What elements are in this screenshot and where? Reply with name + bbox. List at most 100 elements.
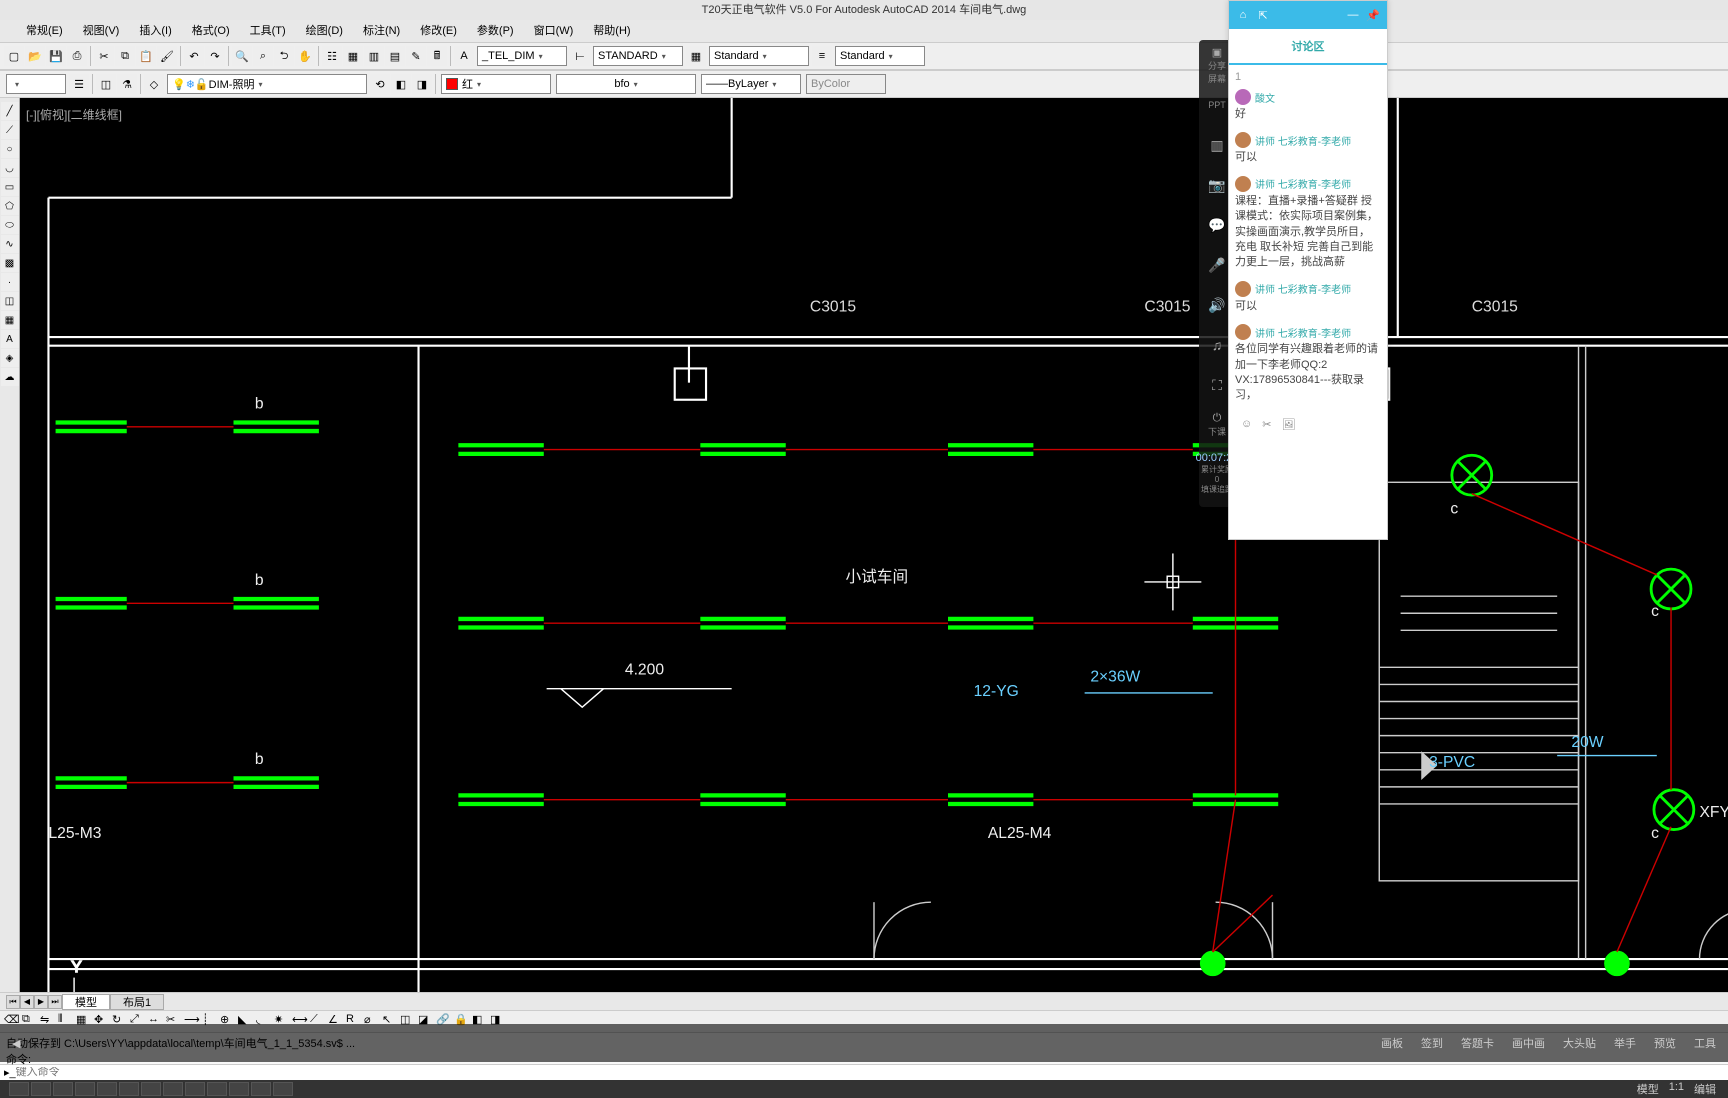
vb-pip[interactable]: 画中画 (1512, 1035, 1545, 1051)
block-icon[interactable]: ◫ (1, 292, 19, 310)
menu-file[interactable]: 常规(E) (16, 20, 73, 42)
menu-dim[interactable]: 标注(N) (353, 20, 410, 42)
lineweight-dropdown[interactable]: —— ByLayer▾ (701, 74, 801, 94)
rect-icon[interactable]: ▭ (1, 178, 19, 196)
qp-toggle[interactable] (229, 1082, 249, 1096)
layer-manager-icon[interactable]: ◫ (96, 74, 116, 94)
design-center-icon[interactable]: ▦ (343, 46, 363, 66)
workspace-dropdown[interactable]: ▾ (6, 74, 66, 94)
menu-window[interactable]: 窗口(W) (524, 20, 584, 42)
am-toggle[interactable] (273, 1082, 293, 1096)
line-icon[interactable]: ╱ (1, 102, 19, 120)
menu-help[interactable]: 帮助(H) (583, 20, 640, 42)
camera-button[interactable]: 📷 (1204, 172, 1230, 198)
text-style-dropdown[interactable]: _TEL_DIM▾ (477, 46, 567, 66)
fullscreen-icon[interactable]: ⛶ (1204, 372, 1230, 398)
end-class-button[interactable]: ⏻下课 (1204, 412, 1230, 438)
undo-icon[interactable]: ↶ (184, 46, 204, 66)
tool-palette-icon[interactable]: ▥ (364, 46, 384, 66)
zoom-realtime-icon[interactable]: 🔍 (232, 46, 252, 66)
prop-icon[interactable]: ☷ (322, 46, 342, 66)
command-input[interactable] (16, 1067, 1724, 1079)
dimstyle-icon[interactable]: ⊢ (570, 46, 590, 66)
layer-prev-icon[interactable]: ⟲ (370, 74, 390, 94)
sheet-icon[interactable]: ▤ (385, 46, 405, 66)
menu-draw[interactable]: 绘图(D) (296, 20, 353, 42)
arc-icon[interactable]: ◡ (1, 159, 19, 177)
sc-toggle[interactable] (251, 1082, 271, 1096)
chat-pin-icon[interactable]: 📌 (1365, 7, 1381, 23)
layer-state-icon[interactable]: ◇ (144, 74, 164, 94)
pline-icon[interactable]: ⟋ (1, 121, 19, 139)
osnap-toggle[interactable] (97, 1082, 117, 1096)
dim-style-dropdown[interactable]: STANDARD▾ (593, 46, 683, 66)
layer-filter-icon[interactable]: ⚗ (117, 74, 137, 94)
tab-last-icon[interactable]: ⏭ (48, 995, 62, 1009)
layer-match-icon[interactable]: ◨ (412, 74, 432, 94)
cut-icon[interactable]: ✂ (94, 46, 114, 66)
tab-next-icon[interactable]: ▶ (34, 995, 48, 1009)
circle-icon[interactable]: ○ (1, 140, 19, 158)
menu-param[interactable]: 参数(P) (467, 20, 524, 42)
layer-dropdown[interactable]: 💡❄🔓 DIM-照明▾ (167, 74, 367, 94)
mic-icon[interactable]: 🎤 (1204, 252, 1230, 278)
point-icon[interactable]: · (1, 273, 19, 291)
table-style-dropdown[interactable]: Standard▾ (709, 46, 809, 66)
speaker-icon[interactable]: 🔊 (1204, 292, 1230, 318)
ml-style-dropdown[interactable]: Standard▾ (835, 46, 925, 66)
textstyle-icon[interactable]: A (454, 46, 474, 66)
revcloud-icon[interactable]: ☁ (1, 368, 19, 386)
vb-tools[interactable]: 工具 (1694, 1035, 1716, 1051)
chat-body[interactable]: 1 酸文 好 讲师 七彩教育-李老师 可以 讲师 七彩教育-李老师 课程：直播+… (1229, 65, 1387, 539)
status-model[interactable]: 模型 (1633, 1081, 1663, 1097)
status-edit[interactable]: 编辑 (1690, 1081, 1720, 1097)
spline-icon[interactable]: ∿ (1, 235, 19, 253)
chat-image-icon[interactable]: 🖼 (1281, 418, 1295, 431)
polygon-icon[interactable]: ⬠ (1, 197, 19, 215)
print-icon[interactable]: ⎙ (67, 46, 87, 66)
chat-emoji-icon[interactable]: ☺ (1241, 418, 1252, 431)
lwt-toggle[interactable] (185, 1082, 205, 1096)
vb-board[interactable]: 画板 (1381, 1035, 1403, 1051)
redo-icon[interactable]: ↷ (205, 46, 225, 66)
polar-toggle[interactable] (75, 1082, 95, 1096)
tab-model[interactable]: 模型 (62, 994, 110, 1010)
ppt-button[interactable]: PPT (1204, 92, 1230, 118)
menu-view[interactable]: 视图(V) (73, 20, 130, 42)
chat-titlebar[interactable]: ⌂ ⇱ — 📌 (1229, 1, 1387, 29)
save-icon[interactable]: 💾 (46, 46, 66, 66)
ducs-toggle[interactable] (141, 1082, 161, 1096)
snap-toggle[interactable] (9, 1082, 29, 1096)
zoom-window-icon[interactable]: ⌕ (253, 46, 273, 66)
dyn-toggle[interactable] (163, 1082, 183, 1096)
scroll-left-icon[interactable]: ◀ (12, 1037, 20, 1050)
menu-tools[interactable]: 工具(T) (240, 20, 296, 42)
mlstyle-icon[interactable]: ≡ (812, 46, 832, 66)
text-icon[interactable]: A (1, 330, 19, 348)
doc-button[interactable]: ▥ (1204, 132, 1230, 158)
chat-min-icon[interactable]: — (1345, 7, 1361, 23)
menu-insert[interactable]: 插入(I) (129, 20, 181, 42)
region-icon[interactable]: ◈ (1, 349, 19, 367)
menu-format[interactable]: 格式(O) (182, 20, 240, 42)
linetype-dropdown[interactable]: bfo▾ (556, 74, 696, 94)
layer-props-icon[interactable]: ☰ (69, 74, 89, 94)
vb-preview[interactable]: 预览 (1654, 1035, 1676, 1051)
tab-first-icon[interactable]: ⏮ (6, 995, 20, 1009)
otrack-toggle[interactable] (119, 1082, 139, 1096)
layer-iso-icon[interactable]: ◧ (391, 74, 411, 94)
music-icon[interactable]: ♫ (1204, 332, 1230, 358)
vb-sticker[interactable]: 大头贴 (1563, 1035, 1596, 1051)
hatch-icon[interactable]: ▩ (1, 254, 19, 272)
drawing-canvas[interactable]: [-][俯视][二维线框] (20, 98, 1728, 992)
open-icon[interactable]: 📂 (25, 46, 45, 66)
menu-modify[interactable]: 修改(E) (410, 20, 467, 42)
color-dropdown[interactable]: 红▾ (441, 74, 551, 94)
tpy-toggle[interactable] (207, 1082, 227, 1096)
chat-home-icon[interactable]: ⌂ (1235, 7, 1251, 23)
share-screen-button[interactable]: ▣分享屏幕 (1204, 52, 1230, 78)
new-icon[interactable]: ▢ (4, 46, 24, 66)
grid-toggle[interactable] (31, 1082, 51, 1096)
ellipse-icon[interactable]: ⬭ (1, 216, 19, 234)
ortho-toggle[interactable] (53, 1082, 73, 1096)
